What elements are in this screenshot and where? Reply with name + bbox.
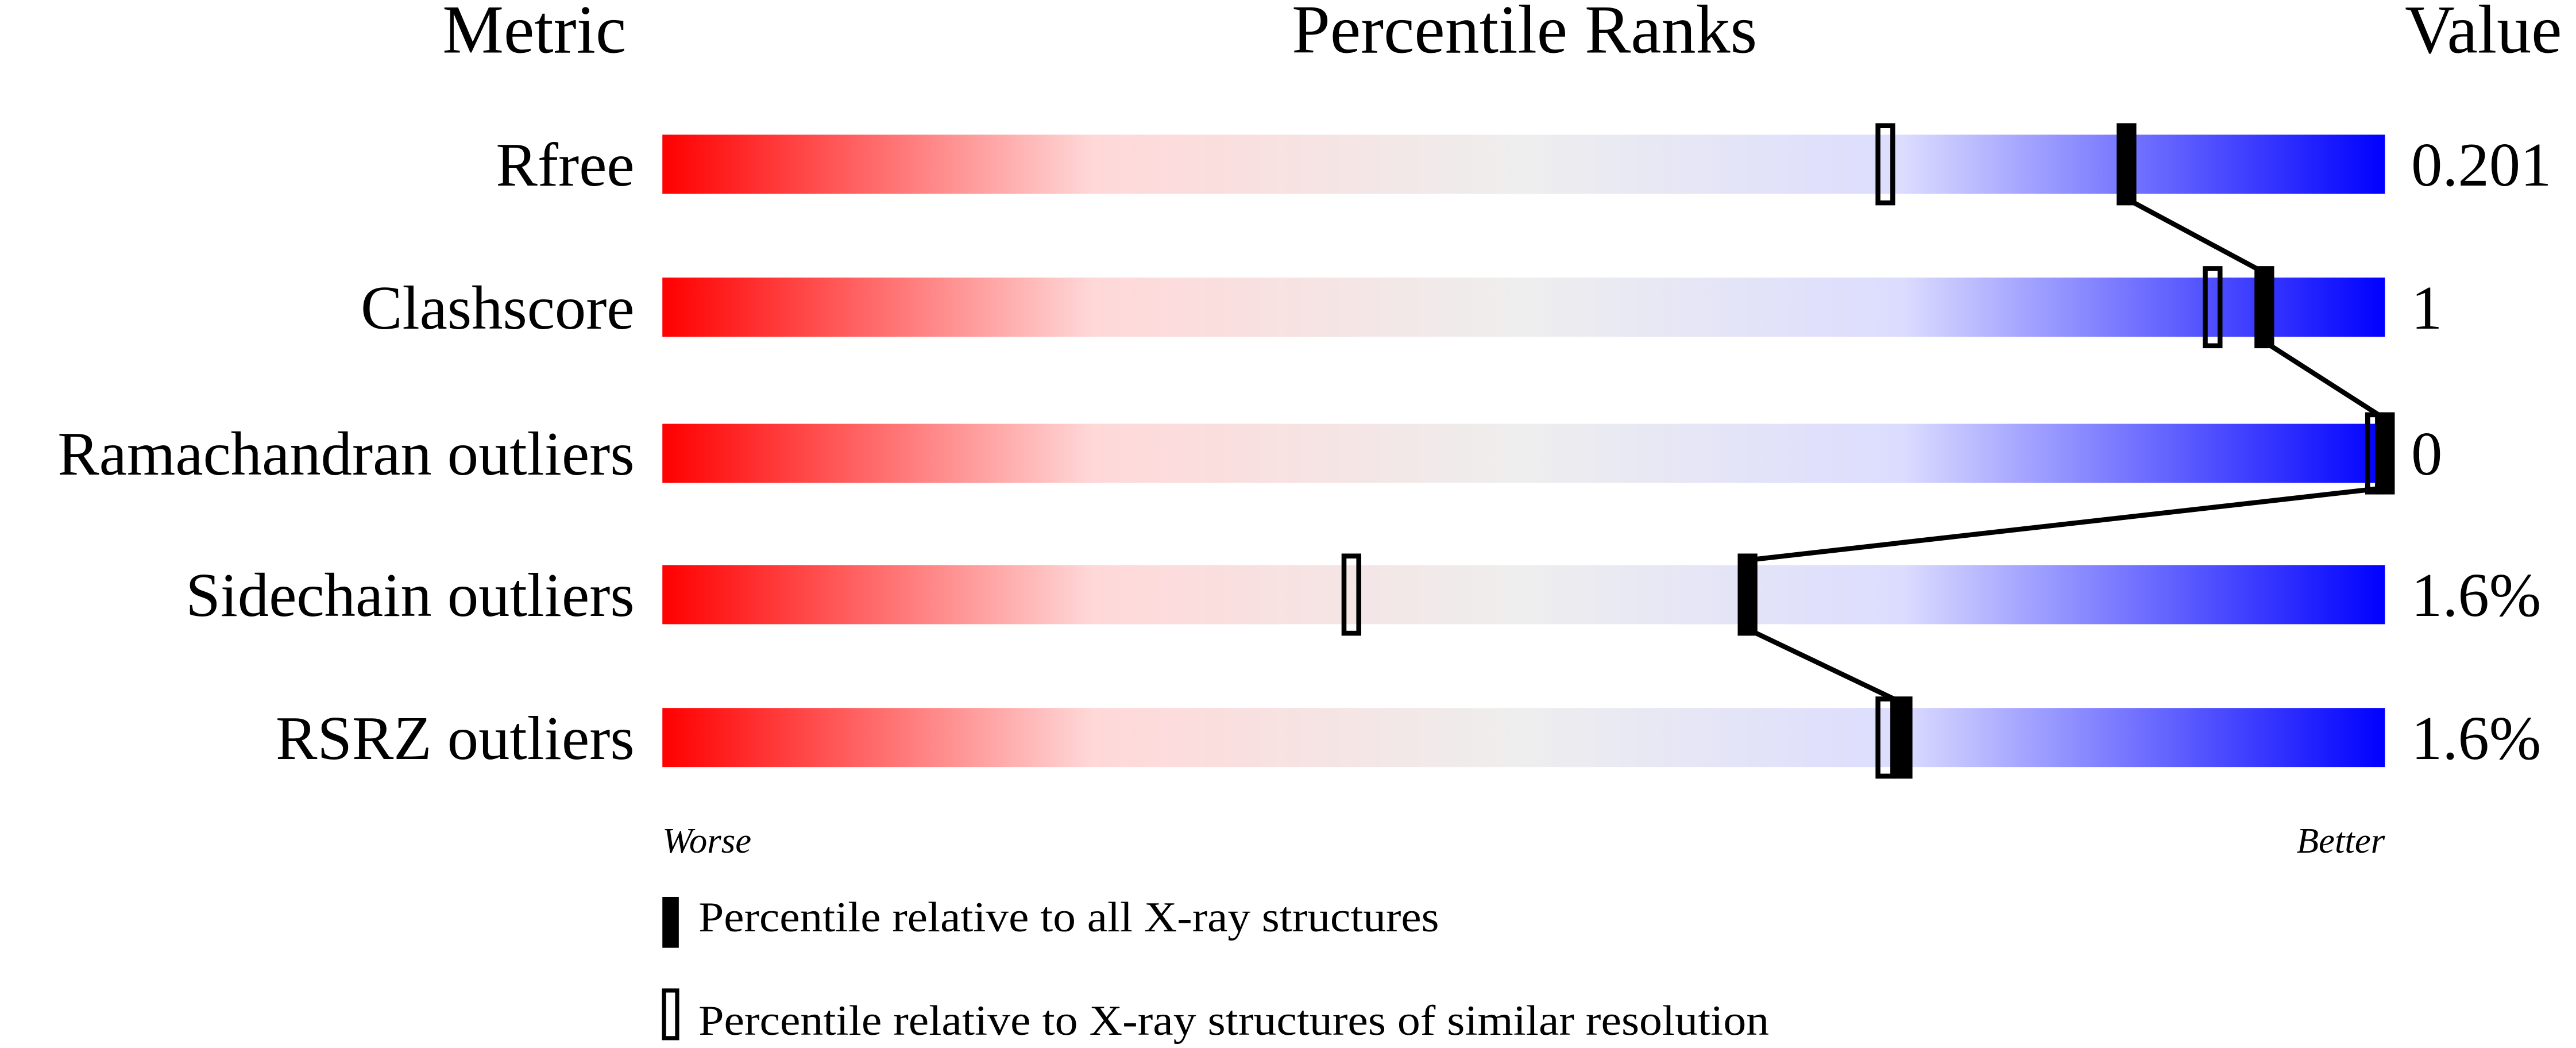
metric-label: Rfree: [496, 130, 634, 199]
connector-line: [1746, 627, 1904, 706]
percentile-bar: [662, 278, 2385, 337]
legend-label-all: Percentile relative to all X-ray structu…: [698, 894, 1439, 941]
metric-label: Sidechain outliers: [186, 561, 634, 630]
axis-label-better: Better: [2297, 820, 2385, 861]
all-structures-marker: [2254, 266, 2274, 349]
metric-value: 0: [2411, 419, 2442, 488]
metric-label: Ramachandran outliers: [57, 419, 634, 488]
header-value: Value: [2405, 0, 2562, 67]
all-structures-marker: [2117, 123, 2137, 206]
connector-line: [2263, 340, 2386, 421]
percentile-bar: [662, 134, 2385, 194]
metric-label: RSRZ outliers: [276, 704, 635, 773]
metric-value: 1: [2411, 273, 2442, 342]
metric-label: Clashscore: [361, 273, 635, 342]
all-structures-marker: [2375, 412, 2395, 495]
metric-value: 1.6%: [2411, 704, 2541, 773]
all-structures-marker: [1893, 696, 1913, 779]
metric-value: 0.201: [2411, 130, 2551, 199]
axis-label-worse: Worse: [662, 820, 751, 861]
legend-label-similar: Percentile relative to X-ray structures …: [698, 997, 1769, 1045]
similar-resolution-marker: [1341, 553, 1362, 636]
legend-filled-marker: [662, 896, 679, 948]
legend-open-marker: [662, 988, 679, 1041]
all-structures-marker: [1737, 553, 1758, 636]
percentile-bar: [662, 423, 2385, 483]
connector-line: [1747, 485, 2385, 563]
percentile-bar: [662, 565, 2385, 625]
similar-resolution-marker: [2203, 266, 2223, 349]
similar-resolution-marker: [1875, 123, 1895, 206]
metric-value: 1.6%: [2411, 561, 2541, 630]
connector-line: [2125, 196, 2266, 275]
percentile-bar: [662, 708, 2385, 768]
header-percentile-ranks: Percentile Ranks: [1292, 0, 1757, 67]
header-metric: Metric: [442, 0, 626, 67]
